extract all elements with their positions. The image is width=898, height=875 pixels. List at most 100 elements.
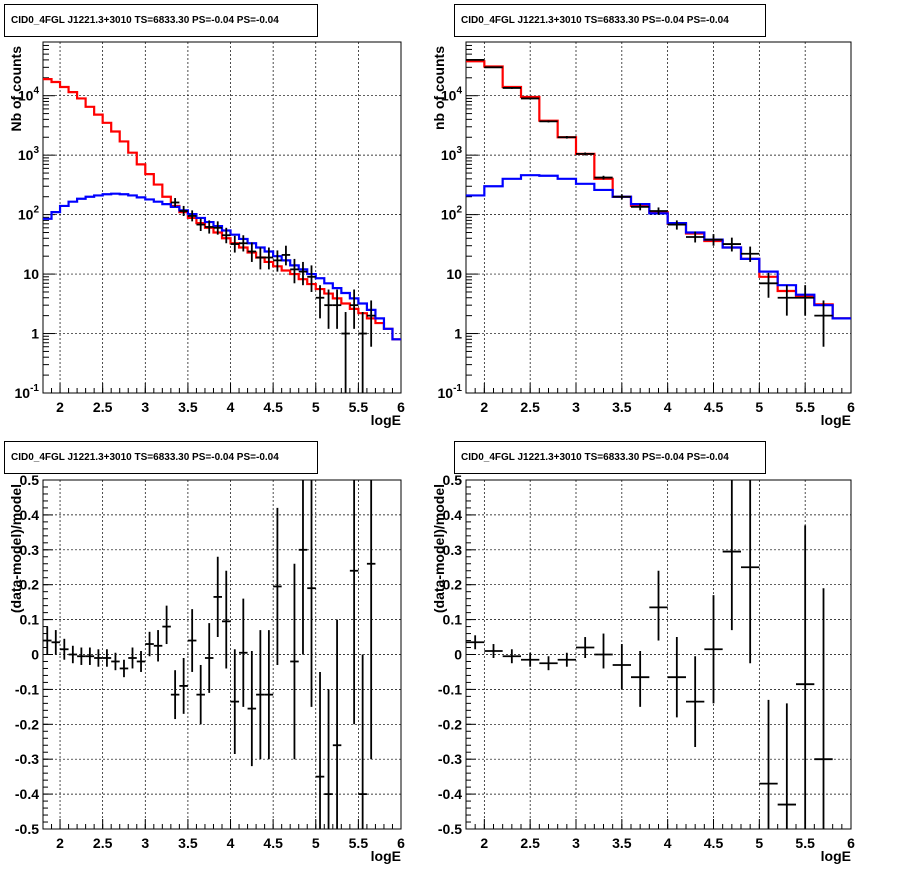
data-point	[60, 638, 69, 660]
data-point	[484, 644, 503, 658]
y-axis-label: (data-model)/model	[8, 484, 24, 613]
data-point	[557, 652, 576, 667]
x-tick-label: 2.5	[93, 835, 113, 851]
data-point	[230, 235, 240, 253]
data-point	[213, 221, 222, 235]
data-point	[612, 194, 631, 200]
x-tick-label: 6	[847, 835, 855, 851]
data-point	[484, 66, 503, 69]
y-tick-label: 1	[31, 326, 39, 342]
data-point	[256, 247, 265, 270]
y-tick-label: 10-1	[438, 383, 463, 401]
data-point	[722, 480, 741, 631]
chart-panel-2: CID0_4FGL J1221.3+3010 TS=6833.30 PS=-0.…	[431, 4, 855, 428]
x-tick-label: 3	[141, 835, 149, 851]
y-tick-label: 10-1	[15, 383, 40, 401]
data-point	[741, 246, 760, 262]
data-point	[741, 480, 760, 664]
data-point	[222, 227, 231, 244]
data-point	[759, 272, 778, 298]
data-point	[777, 703, 796, 829]
y-tick-label: 0.3	[443, 542, 463, 558]
data-point	[290, 563, 299, 760]
data-layer	[466, 480, 833, 829]
data-point	[43, 626, 52, 655]
title-box	[454, 4, 766, 37]
data-point	[315, 285, 325, 319]
y-tick-label: -0.4	[15, 786, 39, 802]
data-point	[502, 87, 521, 89]
data-point	[315, 671, 325, 829]
x-tick-label: 4	[664, 835, 672, 851]
data-point	[324, 689, 333, 829]
title-box	[4, 441, 318, 474]
y-tick-label: 0.4	[20, 507, 40, 523]
data-point	[196, 664, 205, 725]
chart-panel-4: CID0_4FGL J1221.3+3010 TS=6833.30 PS=-0.…	[431, 441, 855, 864]
y-tick-label: -0.5	[438, 821, 462, 837]
chart-panel-3: CID0_4FGL J1221.3+3010 TS=6833.30 PS=-0.…	[4, 441, 405, 864]
data-point	[94, 649, 103, 667]
data-point	[539, 656, 558, 671]
chart-panel-1: CID0_4FGL J1221.3+3010 TS=6833.30 PS=-0.…	[4, 4, 405, 428]
data-point	[649, 207, 668, 215]
data-point	[256, 630, 265, 760]
data-point	[667, 637, 686, 718]
data-point	[796, 525, 815, 829]
data-point	[686, 231, 705, 243]
x-tick-label: 5.5	[795, 835, 815, 851]
data-point	[349, 289, 359, 329]
y-tick-label: -0.1	[15, 681, 39, 697]
x-tick-label: 6	[397, 835, 405, 851]
x-axis-label: logE	[371, 412, 401, 428]
data-point	[239, 598, 248, 707]
data-point	[162, 605, 171, 645]
data-point	[136, 651, 146, 672]
y-tick-exponent: 3	[456, 145, 462, 156]
x-tick-label: 3.5	[612, 835, 632, 851]
chart-title: CID0_4FGL J1221.3+3010 TS=6833.30 PS=-0.…	[461, 15, 729, 26]
data-point	[576, 152, 595, 156]
data-point	[264, 630, 274, 760]
x-tick-label: 2.5	[520, 835, 540, 851]
x-tick-label: 3	[141, 399, 149, 415]
data-point	[466, 635, 485, 650]
data-point	[502, 649, 521, 664]
y-tick-exponent: 3	[33, 145, 39, 156]
y-tick-label: 0.1	[443, 612, 463, 628]
x-axis-label: logE	[821, 412, 851, 428]
data-point	[649, 570, 668, 641]
data-point	[119, 659, 129, 678]
y-tick-exponent: 4	[33, 86, 39, 97]
data-point	[77, 647, 86, 665]
y-tick-label: 0.3	[20, 542, 40, 558]
y-tick-label: -0.1	[438, 681, 462, 697]
x-tick-label: 2	[480, 835, 488, 851]
x-tick-label: 3.5	[178, 399, 198, 415]
x-tick-label: 2	[480, 399, 488, 415]
data-point	[298, 261, 308, 286]
x-tick-label: 2.5	[93, 399, 113, 415]
data-point	[307, 480, 316, 707]
data-point	[466, 58, 485, 61]
y-tick-exponent: 4	[456, 86, 462, 97]
title-box	[4, 4, 318, 37]
data-point	[777, 285, 796, 316]
y-tick-label: 0.5	[20, 472, 40, 488]
data-layer	[466, 58, 851, 347]
data-point	[273, 507, 282, 665]
data-point	[366, 480, 376, 760]
data-point	[332, 619, 342, 829]
data-point	[68, 645, 78, 664]
x-tick-label: 5.5	[349, 835, 369, 851]
x-tick-label: 4.5	[704, 835, 724, 851]
y-tick-label: 103	[441, 145, 463, 163]
data-point	[204, 623, 214, 693]
data-point	[247, 651, 257, 767]
data-layer	[43, 78, 401, 393]
y-tick-label: 0.2	[443, 577, 463, 593]
data-point	[145, 631, 154, 657]
data-point	[704, 595, 723, 704]
y-tick-exponent: -1	[453, 383, 462, 394]
y-tick-label: 0.5	[443, 472, 463, 488]
